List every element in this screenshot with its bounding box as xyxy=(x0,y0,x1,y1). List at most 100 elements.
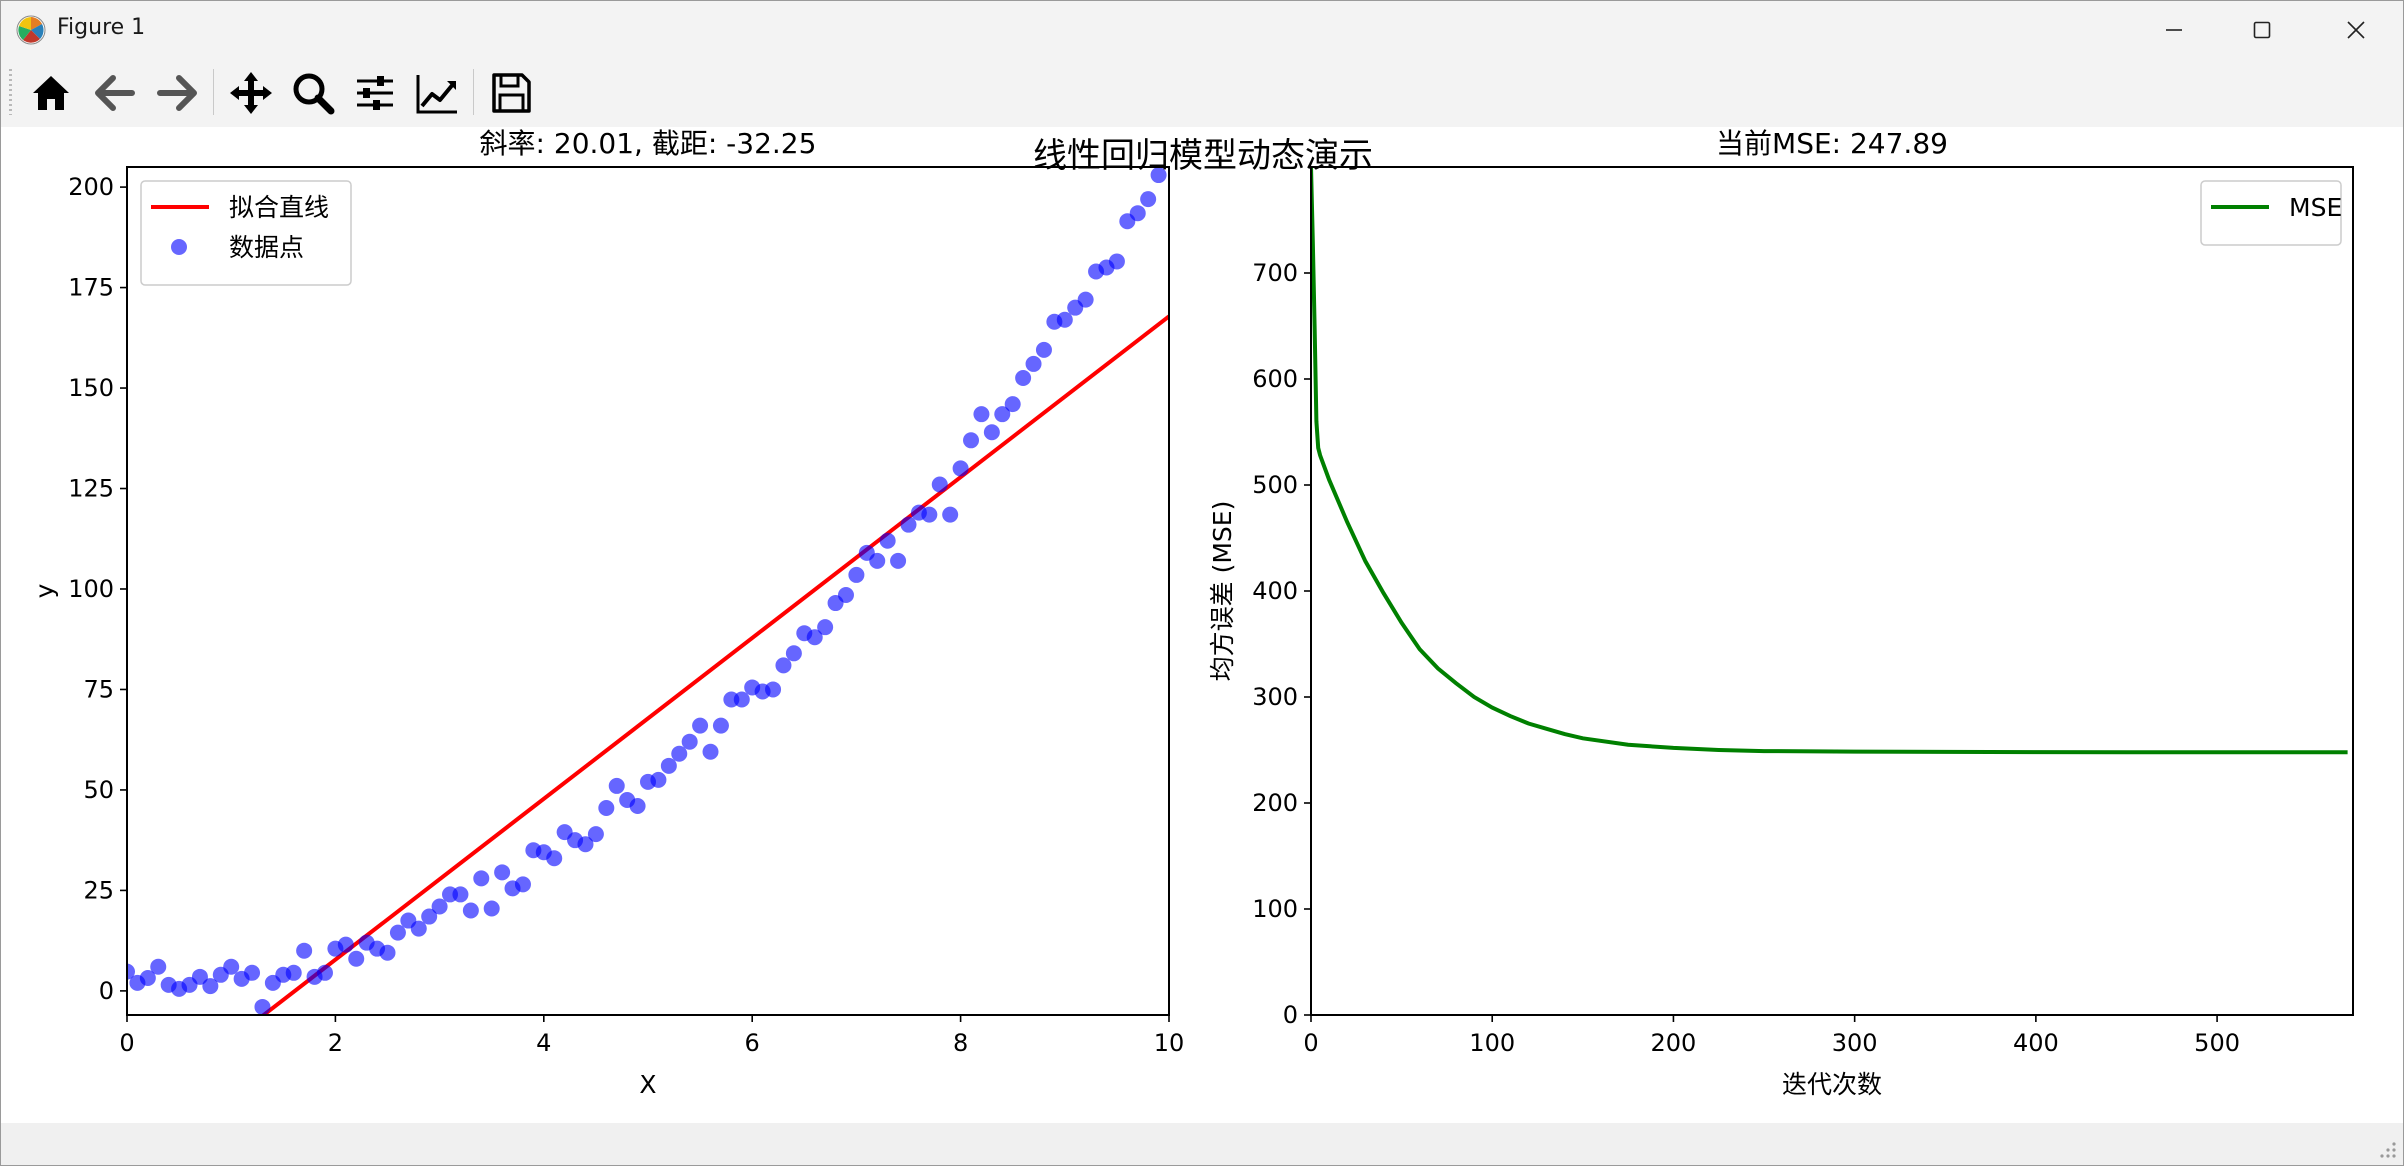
data-point xyxy=(139,970,156,987)
data-point xyxy=(952,460,969,477)
data-point xyxy=(1129,205,1146,222)
pan-button[interactable] xyxy=(223,65,279,121)
legend-marker xyxy=(171,239,187,255)
data-point xyxy=(316,964,333,981)
maximize-button[interactable] xyxy=(2215,1,2309,59)
data-point xyxy=(337,936,354,953)
data-point xyxy=(806,629,823,646)
close-button[interactable] xyxy=(2309,1,2403,59)
status-bar xyxy=(1,1123,2403,1165)
y-tick-label: 500 xyxy=(1252,471,1298,499)
x-tick-label: 2 xyxy=(328,1029,343,1057)
data-point xyxy=(389,924,406,941)
data-point xyxy=(785,645,802,662)
data-point xyxy=(733,691,750,708)
back-button[interactable] xyxy=(87,65,143,121)
data-point xyxy=(1035,341,1052,358)
legend-label: MSE xyxy=(2289,193,2342,222)
plot-area xyxy=(1311,167,2348,755)
pan-icon xyxy=(230,72,272,114)
edit-axis-button[interactable] xyxy=(409,65,465,121)
data-point xyxy=(587,826,604,843)
x-tick-label: 500 xyxy=(2194,1029,2240,1057)
y-tick-label: 0 xyxy=(99,977,114,1005)
data-point xyxy=(598,800,615,817)
y-tick-label: 600 xyxy=(1252,365,1298,393)
x-tick-label: 100 xyxy=(1469,1029,1515,1057)
data-point xyxy=(483,900,500,917)
edit-axis-icon xyxy=(416,75,457,114)
x-tick-label: 400 xyxy=(2013,1029,2059,1057)
data-point xyxy=(1140,191,1157,208)
save-button[interactable] xyxy=(483,65,539,121)
y-tick-label: 175 xyxy=(68,274,114,302)
configure-subplots-button[interactable] xyxy=(347,65,403,121)
y-axis-label: 均方误差 (MSE) xyxy=(1208,501,1237,682)
zoom-button[interactable] xyxy=(285,65,341,121)
data-point xyxy=(577,836,594,853)
home-button[interactable] xyxy=(23,65,79,121)
matplotlib-app-icon xyxy=(16,15,46,45)
data-point xyxy=(931,476,948,493)
data-point xyxy=(223,958,240,975)
data-point xyxy=(421,908,438,925)
data-point xyxy=(869,552,886,569)
data-point xyxy=(837,587,854,604)
title-bar: Figure 1 xyxy=(1,1,2403,59)
data-point xyxy=(817,619,834,636)
y-tick-label: 700 xyxy=(1252,259,1298,287)
data-point xyxy=(848,566,865,583)
data-point xyxy=(379,944,396,961)
data-point xyxy=(765,681,782,698)
y-tick-label: 150 xyxy=(68,374,114,402)
y-axis-label: y xyxy=(30,583,59,598)
y-tick-label: 125 xyxy=(68,475,114,503)
home-icon xyxy=(33,76,69,110)
x-tick-label: 4 xyxy=(536,1029,551,1057)
data-point xyxy=(244,964,261,981)
x-tick-label: 10 xyxy=(1154,1029,1185,1057)
data-point xyxy=(608,777,625,794)
plot-area xyxy=(127,167,1169,1015)
data-point xyxy=(973,406,990,423)
data-point xyxy=(191,968,208,985)
x-tick-label: 300 xyxy=(1832,1029,1878,1057)
data-point xyxy=(1077,291,1094,308)
data-point xyxy=(348,950,365,967)
forward-icon xyxy=(157,75,197,111)
y-tick-label: 50 xyxy=(83,776,114,804)
data-point xyxy=(1056,311,1073,328)
data-point xyxy=(900,516,917,533)
minimize-button[interactable] xyxy=(2127,1,2221,59)
legend: MSE xyxy=(2200,180,2342,246)
x-tick-label: 6 xyxy=(745,1029,760,1057)
data-point xyxy=(994,406,1011,423)
forward-button[interactable] xyxy=(149,65,205,121)
figure-suptitle: 线性回归模型动态演示 xyxy=(1033,136,1373,176)
close-icon xyxy=(2347,21,2365,39)
data-point xyxy=(150,958,167,975)
data-point xyxy=(1015,369,1032,386)
data-point xyxy=(546,850,563,867)
y-tick-label: 200 xyxy=(68,173,114,201)
data-point xyxy=(1004,396,1021,413)
y-tick-label: 300 xyxy=(1252,683,1298,711)
y-tick-label: 200 xyxy=(1252,789,1298,817)
toolbar-grip xyxy=(9,69,12,115)
mse-curve xyxy=(1311,167,2348,755)
x-tick-label: 0 xyxy=(1303,1029,1318,1057)
data-point xyxy=(963,432,980,449)
data-point xyxy=(1025,355,1042,372)
data-point xyxy=(650,771,667,788)
data-point xyxy=(921,506,938,523)
data-point xyxy=(775,657,792,674)
configure-subplots-icon xyxy=(357,76,393,110)
data-point xyxy=(629,798,646,815)
toolbar-separator xyxy=(473,69,474,115)
resize-grip-icon[interactable] xyxy=(2377,1139,2397,1159)
data-point xyxy=(1150,167,1167,184)
data-point xyxy=(1108,253,1125,270)
